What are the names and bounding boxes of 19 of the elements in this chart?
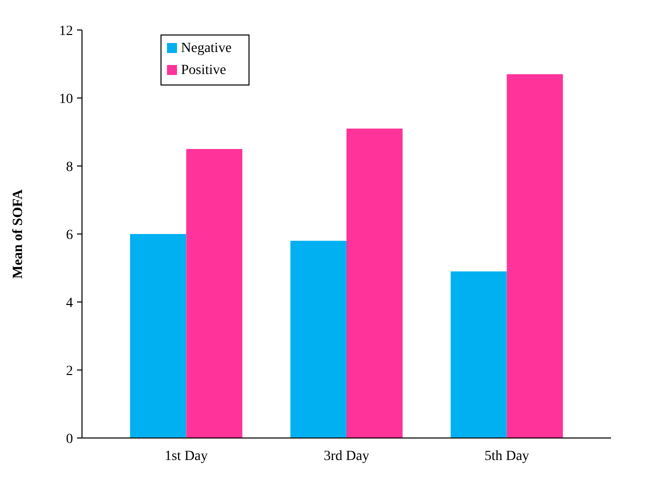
bar [346, 128, 403, 438]
legend-label: Positive [181, 63, 226, 78]
y-tick-label: 8 [66, 160, 73, 175]
bar [290, 240, 346, 438]
y-tick-label: 12 [59, 24, 73, 39]
x-tick-label: 3rd Day [324, 449, 370, 464]
y-tick-label: 10 [59, 92, 73, 107]
y-axis-title: Mean of SOFA [11, 188, 26, 279]
bar [450, 271, 507, 438]
y-tick-label: 6 [66, 228, 73, 243]
y-tick-label: 0 [66, 432, 73, 447]
legend-label: Negative [181, 41, 232, 56]
y-tick-label: 2 [66, 364, 73, 379]
x-tick-label: 1st Day [164, 449, 208, 464]
bar [506, 74, 563, 438]
bar [130, 234, 186, 438]
y-tick-label: 4 [66, 296, 73, 311]
bar [186, 149, 242, 438]
x-tick-label: 5th Day [484, 449, 530, 464]
